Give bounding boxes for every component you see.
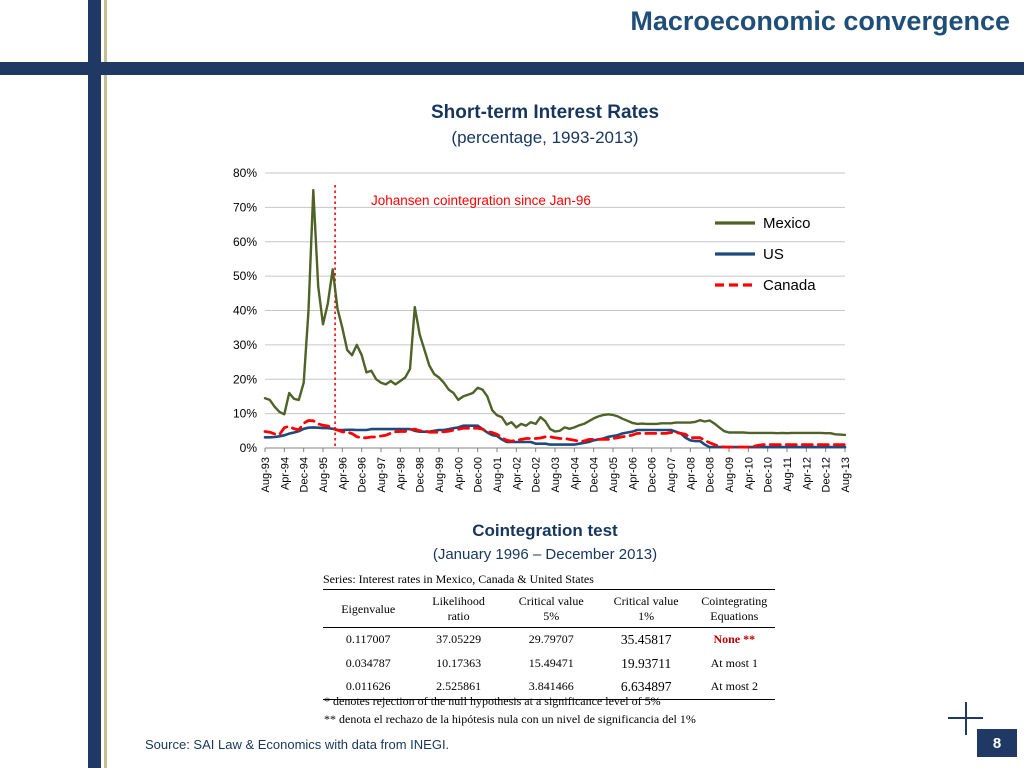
x-tick-label: Dec-98 [415, 457, 427, 492]
x-tick-label: Aug-93 [260, 457, 272, 492]
col-header-critical-1: Critical value 1% [598, 591, 694, 628]
x-tick-label: Apr-96 [337, 457, 349, 490]
interest-rates-chart: 0% 10% 20% 30% 40% 50% 60% 70% 80% Aug-93 Apr-94 De… [233, 166, 852, 492]
series-note: Series: Interest rates in Mexico, Canada… [323, 572, 775, 590]
x-tick-label: Aug-95 [318, 457, 330, 492]
y-tick-label: 80% [233, 166, 257, 180]
x-tick-label: Aug-99 [434, 457, 446, 492]
chart-subtitle: (percentage, 1993-2013) [451, 128, 639, 147]
chart-title: Short-term Interest Rates [430, 102, 660, 123]
legend-label-mexico: Mexico [763, 215, 811, 232]
left-accent-bar [88, 0, 101, 768]
x-tick-label: Aug-09 [724, 457, 736, 492]
x-tick-label: Dec-08 [705, 457, 717, 492]
y-tick-label: 0% [240, 441, 258, 455]
x-tick-label: Dec-12 [821, 457, 833, 492]
x-tick-label: Apr-12 [801, 457, 813, 490]
x-tick-label: Apr-08 [685, 457, 697, 490]
footnote-1pct: ** denota el rechazo de la hipótesis nul… [324, 712, 696, 726]
x-tick-label: Aug-13 [840, 457, 852, 492]
legend-label-canada: Canada [763, 277, 816, 294]
table-cell-likelihood_ratio: 10.17363 [436, 655, 482, 670]
table-cell-equations: At most 2 [710, 679, 758, 694]
cointegration-table: Series: Interest rates in Mexico, Canada… [323, 572, 775, 700]
table-cell-equations: At most 1 [710, 655, 758, 670]
x-tick-label: Aug-07 [666, 457, 678, 492]
table-cell-eigenvalue: 0.011626 [345, 679, 391, 694]
col-header-likelihood-ratio: Likelihood ratio [413, 591, 504, 628]
x-tick-label: Dec-06 [647, 457, 659, 492]
table-row: 0.034787 10.17363 15.49471 19.93711 At most … [323, 652, 775, 676]
y-tick-label: 70% [233, 200, 257, 214]
x-tick-label: Dec-02 [531, 457, 543, 492]
cointegration-title: Cointegration test [472, 521, 618, 540]
x-tick-label: Apr-04 [569, 457, 581, 490]
series-line-mexico [263, 189, 847, 437]
crosshair-icon [948, 717, 983, 719]
table-cell-critical_5: 15.49471 [528, 655, 574, 670]
table-cell-eigenvalue: 0.034787 [345, 655, 391, 670]
y-tick-label: 50% [233, 269, 257, 283]
x-tick-label: Dec-00 [473, 457, 485, 492]
y-tick-label: 30% [233, 338, 257, 352]
x-tick-label: Aug-01 [492, 457, 504, 492]
x-tick-label: Aug-11 [782, 457, 794, 492]
table-cell-eigenvalue: 0.117007 [345, 632, 391, 647]
table-cell-critical_5: 29.79707 [528, 632, 574, 647]
table-cell-critical_1: 19.93711 [621, 655, 672, 671]
y-tick-label: 10% [233, 407, 257, 421]
source-note: Source: SAI Law & Economics with data fr… [145, 737, 450, 752]
x-tick-label: Apr-98 [395, 457, 407, 490]
left-accent-line [104, 0, 107, 768]
x-tick-label: Apr-00 [453, 457, 465, 490]
page-number: 8 [977, 729, 1017, 757]
table-cell-likelihood_ratio: 2.525861 [436, 679, 482, 694]
x-tick-label: Dec-94 [299, 457, 311, 492]
x-tick-label: Apr-94 [279, 457, 291, 490]
y-tick-label: 20% [233, 372, 257, 386]
x-tick-label: Apr-10 [743, 457, 755, 490]
header-rule [0, 62, 1024, 75]
table-cell-equations: None ** [713, 632, 756, 647]
col-header-eigenvalue: Eigenvalue [323, 591, 414, 628]
x-tick-label: Dec-96 [357, 457, 369, 492]
y-tick-label: 40% [233, 304, 257, 318]
x-tick-label: Aug-03 [550, 457, 562, 492]
y-tick-label: 60% [233, 235, 257, 249]
x-tick-label: Aug-97 [376, 457, 388, 492]
footnote-5pct: * denotes rejection of the null hypothes… [324, 694, 661, 708]
legend-label-us: US [763, 246, 784, 263]
col-header-cointegrating-equations: Cointegrating Equations [693, 591, 775, 628]
table-header-row: Eigenvalue Likelihood ratio Critical valu… [323, 591, 775, 628]
table-cell-critical_1: 6.634897 [620, 679, 672, 695]
x-tick-label: Dec-10 [763, 457, 775, 492]
table-cell-critical_1: 35.45817 [620, 632, 672, 647]
table-cell-critical_5: 3.841466 [528, 679, 574, 694]
col-header-critical-5: Critical value 5% [503, 591, 599, 628]
cointegration-subtitle: (January 1996 – December 2013) [432, 546, 658, 563]
x-tick-label: Apr-06 [627, 457, 639, 490]
slide-title: Macroeconomic convergence [630, 6, 1010, 36]
table-cell-likelihood_ratio: 37.05229 [436, 632, 482, 647]
series-line-canada [263, 419, 847, 449]
x-tick-label: Aug-05 [608, 457, 620, 492]
johansen-annotation: Johansen cointegration since Jan-96 [371, 193, 591, 208]
x-tick-label: Dec-04 [589, 457, 601, 492]
table-row: 0.011626 2.525861 3.841466 6.634897 At most … [323, 675, 775, 699]
cointegration-table-body: 0.117007 37.05229 29.79707 35.45817 None ** 0… [323, 628, 775, 700]
table-row: 0.117007 37.05229 29.79707 35.45817 None ** [323, 628, 775, 652]
x-tick-label: Apr-02 [511, 457, 523, 490]
